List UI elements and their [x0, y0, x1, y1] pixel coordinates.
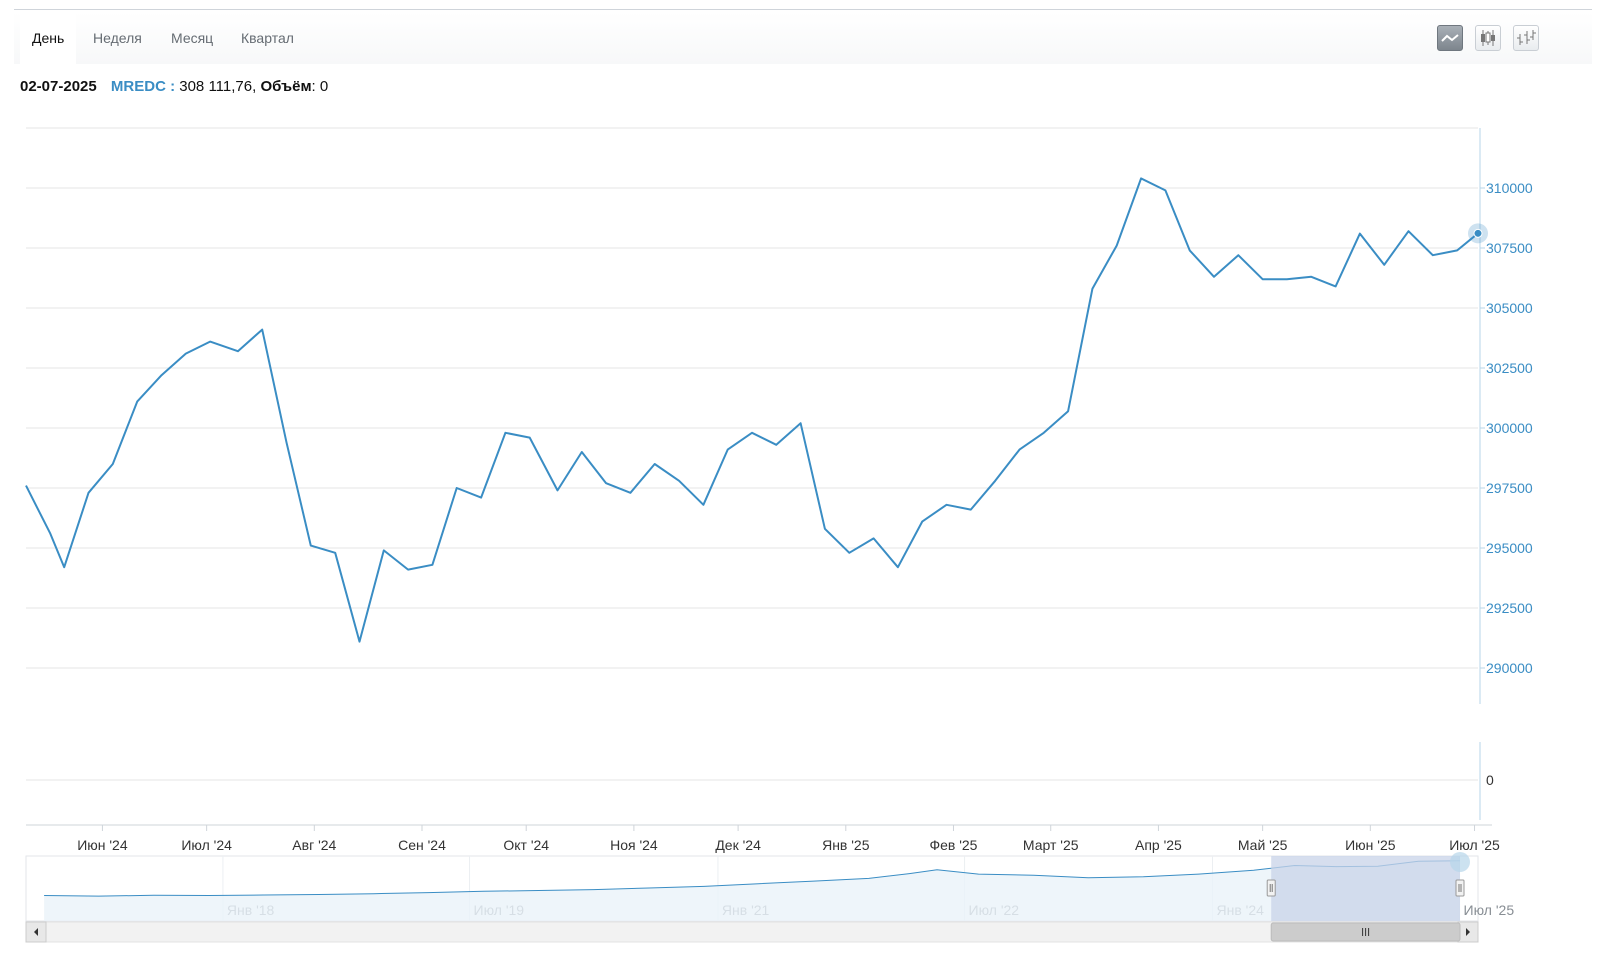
y-tick-label: 290000 [1486, 660, 1533, 676]
scroll-right-icon [1466, 928, 1470, 936]
y-tick-label: 307500 [1486, 240, 1533, 256]
x-tick-label: Июн '25 [1345, 837, 1396, 853]
x-tick-label: Фев '25 [929, 837, 977, 853]
y-tick-label: 295000 [1486, 540, 1533, 556]
x-tick-label: Дек '24 [715, 837, 761, 853]
hover-marker [1473, 228, 1483, 238]
price-series-line [25, 177, 1479, 643]
x-tick-label: Авг '24 [292, 837, 336, 853]
volume-tick-label: 0 [1486, 772, 1494, 788]
period-tabs: День Неделя Месяц Квартал [14, 12, 1592, 64]
ohlc-bars-button[interactable] [1513, 25, 1539, 51]
ohlc-bars-icon [1517, 30, 1536, 45]
navigator-tick-label: Июл '25 [1464, 902, 1515, 918]
x-tick-label: Июн '24 [77, 837, 128, 853]
line-chart-button[interactable] [1437, 25, 1463, 51]
tab-day[interactable]: День [20, 12, 77, 64]
candlestick-icon [1481, 30, 1495, 46]
scroll-left-icon [34, 928, 38, 936]
readout-value: 308 111,76, [179, 78, 257, 95]
x-tick-label: Июл '24 [181, 837, 232, 853]
y-tick-label: 305000 [1486, 300, 1533, 316]
readout-ticker: MREDC : [110, 78, 176, 95]
top-divider [14, 9, 1592, 10]
tab-quarter[interactable]: Квартал [241, 30, 294, 46]
y-tick-label: 297500 [1486, 480, 1533, 496]
navigator-series-line [44, 860, 1461, 897]
navigator-handle-right[interactable] [1455, 879, 1465, 897]
navigator-area [44, 860, 1461, 921]
tooltip-readout: 02-07-2025 MREDC : 308 111,76, Объём: 0 [20, 78, 328, 95]
x-tick-label: Ноя '24 [610, 837, 658, 853]
readout-volume-label: Объём [260, 78, 312, 95]
readout-date: 02-07-2025 [20, 78, 97, 95]
navigator-end-halo [1450, 852, 1470, 872]
readout-volume-value: : 0 [311, 78, 329, 95]
x-tick-label: Март '25 [1023, 837, 1079, 853]
x-tick-label: Янв '25 [822, 837, 870, 853]
navigator-handle-left[interactable] [1266, 879, 1276, 897]
y-tick-label: 300000 [1486, 420, 1533, 436]
scrollbar-track [25, 921, 1479, 943]
x-tick-label: Окт '24 [503, 837, 549, 853]
line-chart-icon [1441, 34, 1459, 42]
navigator-selection [1271, 856, 1460, 921]
y-tick-label: 292500 [1486, 600, 1533, 616]
candlestick-button[interactable] [1475, 25, 1501, 51]
x-tick-label: Июл '25 [1449, 837, 1500, 853]
tab-week[interactable]: Неделя [93, 30, 142, 46]
x-tick-label: Апр '25 [1135, 837, 1182, 853]
y-tick-label: 310000 [1486, 180, 1533, 196]
x-tick-label: Сен '24 [398, 837, 446, 853]
x-tick-label: Май '25 [1238, 837, 1288, 853]
tab-month[interactable]: Месяц [171, 30, 214, 46]
y-tick-label: 302500 [1486, 360, 1533, 376]
